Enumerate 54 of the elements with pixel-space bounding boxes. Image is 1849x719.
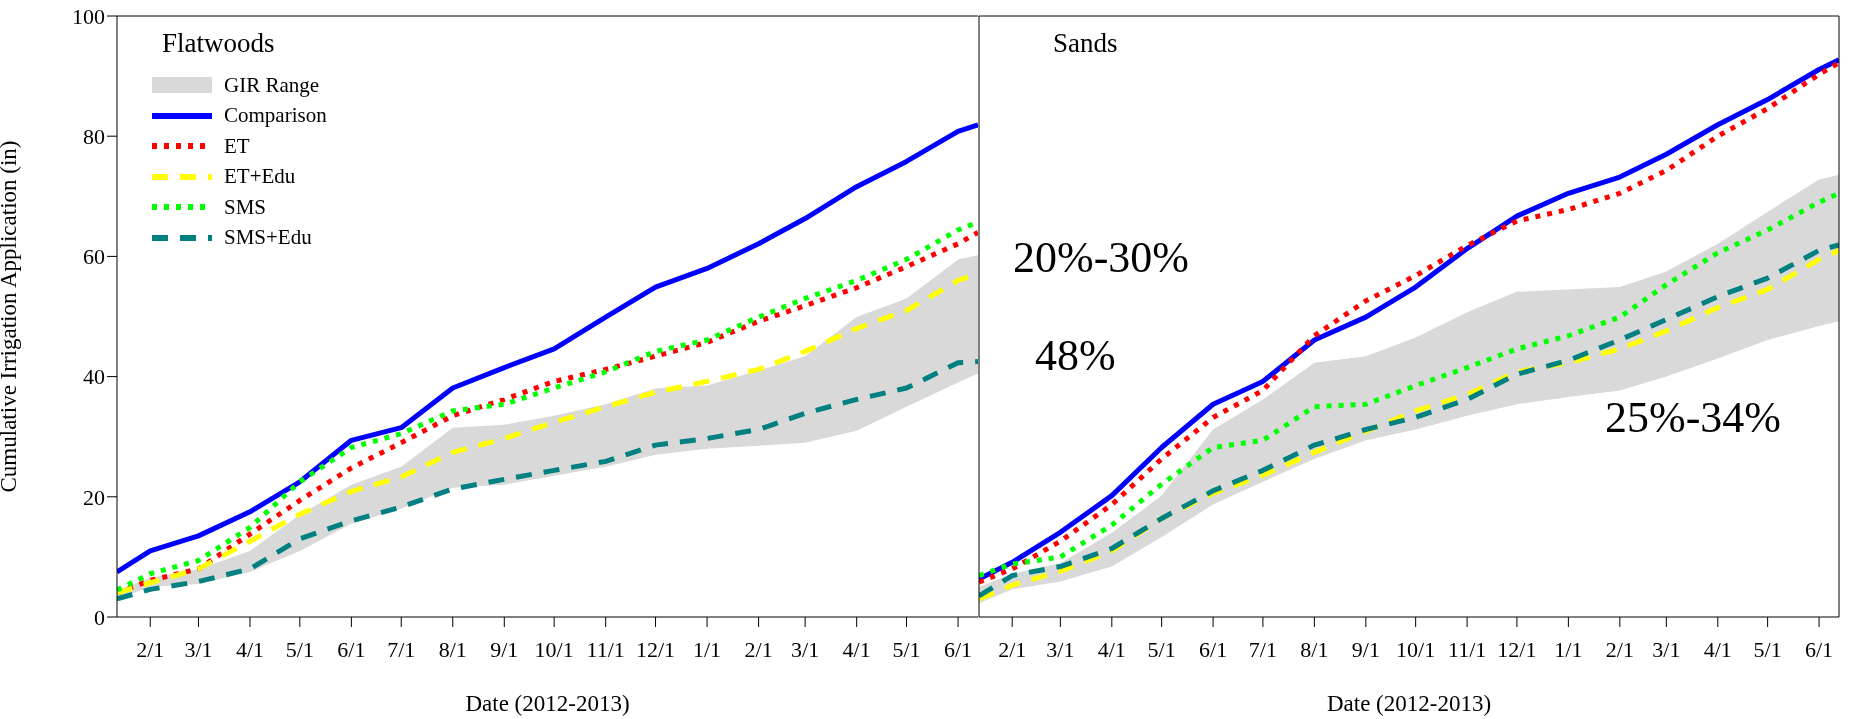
x-tick-label: 8/1 — [1300, 636, 1329, 662]
y-axis-title: Cumulative Irrigation Application (in) — [0, 140, 22, 493]
x-tick-label: 9/1 — [1351, 636, 1380, 662]
x-tick-label: 4/1 — [1703, 636, 1732, 662]
x-tick-label: 5/1 — [1147, 636, 1176, 662]
x-tick-label: 5/1 — [1753, 636, 1782, 662]
y-tick-label: 100 — [72, 3, 105, 29]
x-tick-label: 3/1 — [1046, 636, 1075, 662]
legend-label: ET+Edu — [224, 164, 296, 190]
x-tick-label: 10/1 — [1396, 636, 1436, 662]
x-tick-label: 11/1 — [586, 636, 625, 662]
annotation: 48% — [1035, 330, 1116, 381]
y-tick-label: 60 — [83, 244, 105, 270]
x-tick-label: 1/1 — [693, 636, 722, 662]
x-tick-label: 3/1 — [791, 636, 820, 662]
x-tick-label: 4/1 — [235, 636, 265, 662]
x-tick-label: 11/1 — [1447, 636, 1487, 662]
chart-title: Sands — [1053, 28, 1118, 59]
legend-label: ET — [224, 133, 250, 159]
x-tick-label: 2/1 — [998, 636, 1027, 662]
x-tick-label: 10/1 — [534, 636, 574, 662]
x-tick-label: 6/1 — [943, 636, 973, 662]
y-tick-label: 20 — [83, 484, 105, 510]
x-tick-label: 5/1 — [285, 636, 314, 662]
x-tick-label: 6/1 — [337, 636, 366, 662]
y-tick-label: 40 — [83, 364, 105, 390]
chart-title: Flatwoods — [162, 28, 275, 59]
y-tick-label: 0 — [94, 604, 105, 630]
x-tick-label: 9/1 — [490, 636, 519, 662]
annotation: 20%-30% — [1013, 232, 1189, 283]
y-tick-label: 80 — [83, 124, 105, 150]
legend-label: GIR Range — [224, 72, 320, 98]
x-tick-label: 2/1 — [1605, 636, 1634, 662]
x-tick-label: 3/1 — [184, 636, 213, 662]
x-tick-label: 4/1 — [842, 636, 871, 662]
x-tick-label: 12/1 — [635, 636, 676, 662]
annotation: 25%-34% — [1605, 392, 1781, 443]
legend-label: SMS — [224, 194, 267, 220]
x-tick-label: 6/1 — [1805, 636, 1834, 662]
x-tick-label: 5/1 — [892, 636, 921, 662]
x-tick-label: 7/1 — [1248, 636, 1277, 662]
x-tick-label: 2/1 — [136, 636, 165, 662]
legend-label: Comparison — [224, 103, 327, 129]
x-tick-label: 6/1 — [1199, 636, 1228, 662]
x-tick-label: 12/1 — [1497, 636, 1537, 662]
x-tick-label: 8/1 — [438, 636, 467, 662]
legend-label: SMS+Edu — [224, 225, 312, 251]
x-tick-label: 3/1 — [1652, 636, 1681, 662]
x-tick-label: 1/1 — [1554, 636, 1583, 662]
x-tick-label: 2/1 — [744, 636, 773, 662]
x-axis-title: Date (2012-2013) — [1326, 691, 1492, 716]
x-tick-label: 4/1 — [1097, 636, 1126, 662]
x-tick-label: 7/1 — [387, 636, 416, 662]
x-axis-title: Date (2012-2013) — [465, 691, 630, 716]
